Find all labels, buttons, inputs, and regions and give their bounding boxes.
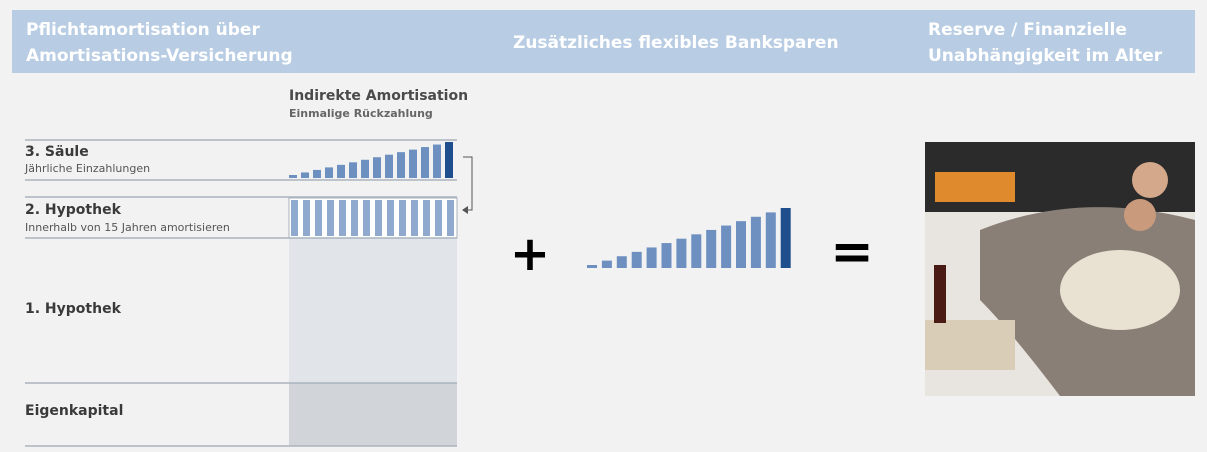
savings-bar <box>587 265 597 268</box>
savings-bar <box>751 217 761 268</box>
body: Pflichtamortisation über Amortisations-V… <box>0 0 1207 452</box>
row-label: Eigenkapital <box>25 403 123 419</box>
row-label: 3. Säule <box>25 144 89 160</box>
header-right-1: Reserve / Finanzielle <box>928 20 1127 40</box>
savings-bar <box>313 170 321 178</box>
header-middle: Zusätzliches flexibles Banksparen <box>513 33 839 53</box>
mortgage-bar <box>375 200 382 236</box>
mortgage-bar <box>435 200 442 236</box>
savings-bar <box>706 230 716 268</box>
savings-bar <box>325 167 333 178</box>
savings-bar <box>361 160 369 178</box>
savings-bar <box>373 157 381 178</box>
savings-bar <box>445 142 453 178</box>
savings-bar <box>433 145 441 178</box>
column-equity <box>289 383 457 446</box>
mortgage-bar <box>387 200 394 236</box>
savings-bar <box>617 256 627 268</box>
savings-bar <box>301 172 309 178</box>
mortgage-bar <box>447 200 454 236</box>
mortgage-bar <box>291 200 298 236</box>
savings-bar <box>766 212 776 268</box>
diagram: Pflichtamortisation über Amortisations-V… <box>0 0 1207 452</box>
column-first-mortgage <box>289 238 457 383</box>
savings-bar <box>647 247 657 268</box>
indirect-subtitle: Einmalige Rückzahlung <box>289 107 433 120</box>
photo <box>925 142 1195 396</box>
savings-bar <box>691 234 701 268</box>
mortgage-bar <box>423 200 430 236</box>
savings-bar <box>421 147 429 178</box>
row-sublabel: Innerhalb von 15 Jahren amortisieren <box>25 221 230 234</box>
mortgage-bar <box>327 200 334 236</box>
savings-bar <box>632 252 642 268</box>
header-left-2: Amortisations-Versicherung <box>26 46 293 66</box>
mortgage-bar <box>411 200 418 236</box>
savings-bar <box>781 208 791 268</box>
mortgage-bar <box>399 200 406 236</box>
mortgage-bar <box>339 200 346 236</box>
savings-bar <box>662 243 672 268</box>
mortgage-bar <box>363 200 370 236</box>
mortgage-bar <box>351 200 358 236</box>
row-sublabel: Jährliche Einzahlungen <box>24 162 150 175</box>
savings-bar <box>676 239 686 268</box>
header-left-1: Pflichtamortisation über <box>26 20 260 40</box>
mortgage-box <box>289 198 457 238</box>
savings-bar <box>721 226 731 268</box>
savings-bar <box>409 150 417 178</box>
mortgage-bar <box>315 200 322 236</box>
row-label: 1. Hypothek <box>25 301 122 317</box>
savings-bar <box>397 152 405 178</box>
row-label: 2. Hypothek <box>25 202 122 218</box>
savings-bar <box>349 162 357 178</box>
mortgage-bar <box>303 200 310 236</box>
savings-bar <box>337 165 345 178</box>
page: {"header": {"left": ["Pflichtamortisatio… <box>0 0 1207 452</box>
header-right-2: Unabhängigkeit im Alter <box>928 46 1163 66</box>
plus-sign: + <box>510 226 550 282</box>
savings-bar <box>289 175 297 178</box>
indirect-title: Indirekte Amortisation <box>289 88 468 104</box>
savings-bar <box>602 261 612 268</box>
savings-bar <box>385 155 393 178</box>
equals-sign: = <box>830 222 874 282</box>
savings-bar <box>736 221 746 268</box>
